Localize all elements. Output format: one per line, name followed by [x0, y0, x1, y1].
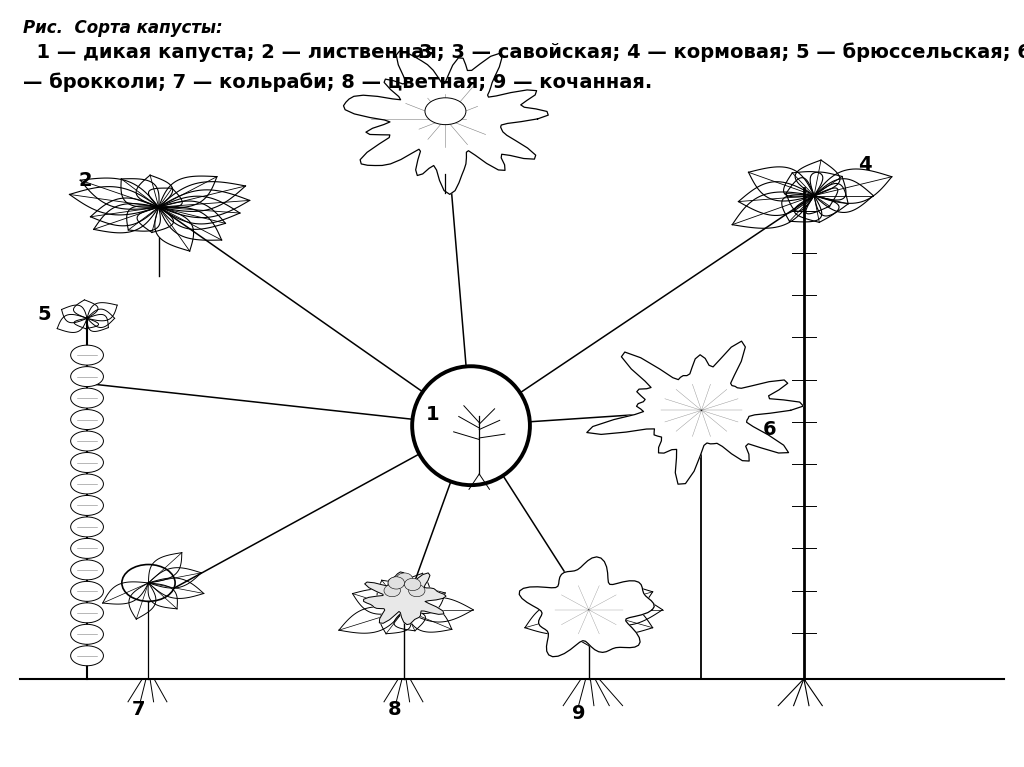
- Polygon shape: [519, 557, 654, 657]
- Text: 1 — дикая капуста; 2 — лиственная; 3 — савойская; 4 — кормовая; 5 — брюссельская: 1 — дикая капуста; 2 — лиственная; 3 — с…: [23, 42, 1024, 62]
- Ellipse shape: [71, 453, 103, 472]
- Circle shape: [388, 577, 404, 589]
- Ellipse shape: [71, 474, 103, 494]
- Ellipse shape: [71, 517, 103, 537]
- Text: 2: 2: [78, 171, 92, 189]
- Text: 5: 5: [37, 305, 51, 324]
- Text: 1: 1: [425, 405, 439, 423]
- Text: Рис.  Сорта капусты:: Рис. Сорта капусты:: [23, 19, 222, 37]
- Circle shape: [384, 584, 400, 597]
- Text: 4: 4: [858, 156, 872, 174]
- Polygon shape: [587, 341, 804, 484]
- Ellipse shape: [122, 565, 175, 601]
- Polygon shape: [343, 51, 548, 194]
- Text: — брокколи; 7 — кольраби; 8 — цветная; 9 — кочанная.: — брокколи; 7 — кольраби; 8 — цветная; 9…: [23, 73, 652, 93]
- Ellipse shape: [71, 538, 103, 558]
- Ellipse shape: [71, 431, 103, 451]
- Ellipse shape: [71, 624, 103, 644]
- Ellipse shape: [71, 410, 103, 430]
- Text: 6: 6: [763, 420, 777, 439]
- Circle shape: [404, 578, 421, 591]
- Circle shape: [396, 573, 413, 585]
- Ellipse shape: [71, 646, 103, 666]
- Text: 8: 8: [387, 700, 401, 719]
- Ellipse shape: [71, 388, 103, 408]
- Ellipse shape: [71, 603, 103, 623]
- Ellipse shape: [71, 581, 103, 601]
- Ellipse shape: [412, 367, 530, 486]
- Ellipse shape: [425, 98, 466, 125]
- Text: 9: 9: [571, 704, 586, 723]
- Ellipse shape: [71, 495, 103, 515]
- Ellipse shape: [71, 367, 103, 387]
- Circle shape: [409, 584, 425, 597]
- Ellipse shape: [71, 345, 103, 365]
- Ellipse shape: [71, 560, 103, 580]
- Text: 7: 7: [131, 700, 145, 719]
- Polygon shape: [364, 572, 446, 624]
- Text: 3: 3: [418, 43, 432, 62]
